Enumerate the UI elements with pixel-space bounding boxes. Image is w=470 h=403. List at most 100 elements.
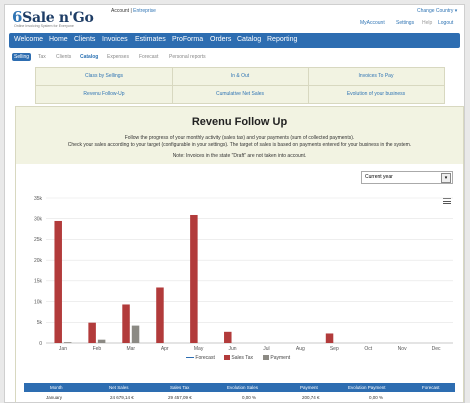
x-tick-label: Jul [263, 346, 269, 352]
legend-item-forecast[interactable]: Forecast [186, 355, 215, 361]
x-tick-label: Mar [126, 346, 135, 352]
subnav-clients[interactable]: Clients [56, 54, 72, 60]
report-revenu-follow-up[interactable]: Revenu Follow-Up [83, 91, 125, 97]
x-tick-label: Jan [59, 346, 67, 352]
nav-home[interactable]: Home [49, 36, 68, 43]
nav-clients[interactable]: Clients [74, 36, 96, 43]
logo-text: Sale n'Go [22, 10, 94, 26]
chart-x-ticks: Jan Feb Mar Apr May Jun Jul Aug Sep Oct Nov Dec [59, 346, 441, 352]
y-tick-label: 20k [34, 258, 43, 264]
forecast-swatch [186, 357, 194, 359]
x-tick-label: Jun [229, 346, 237, 352]
y-tick-label: 5k [37, 320, 43, 326]
y-tick-label: 10k [34, 299, 43, 305]
revenu-follow-up-panel: Revenu Follow Up Follow the progress of … [15, 106, 464, 402]
legend-item-sales-tax[interactable]: Sales Tax [224, 355, 253, 361]
nav-estimates[interactable]: Estimates [135, 36, 166, 43]
report-cumulative-net-sales[interactable]: Cumulative Net Sales [215, 91, 265, 97]
cell-payment: 200,74 € [302, 395, 320, 400]
nav-orders[interactable]: Orders [210, 36, 232, 43]
revenu-chart: 0 5k 10k 15k 20k 25k 30k 35k Jan Feb Mar Apr May Jun… [34, 196, 453, 352]
nav-catalog[interactable]: Catalog [237, 36, 262, 43]
report-invoices-to-pay[interactable]: Invoices To Pay [358, 73, 394, 79]
y-tick-label: 0 [39, 341, 42, 347]
panel-header [16, 107, 463, 164]
account-plan[interactable]: Entreprise [133, 8, 156, 14]
panel-title: Revenu Follow Up [191, 116, 288, 128]
report-evolution-of-business[interactable]: Evolution of your business [346, 91, 406, 97]
col-evolution-payment: Evolution Payment [348, 385, 386, 390]
table-header: Month Net Sales Sales Tax Evolution Sale… [24, 383, 455, 392]
tagline: Online Invoicing System for Everyone [14, 24, 74, 28]
nav-invoices[interactable]: Invoices [102, 36, 128, 43]
app-window: 6Sale n'Go Online Invoicing System for E… [4, 4, 465, 403]
sales-tax-bar [54, 220, 62, 343]
sales-tax-bar [325, 333, 334, 343]
legend-item-payment[interactable]: Payment [263, 355, 290, 361]
brand-logo[interactable]: 6Sale n'Go [12, 8, 94, 26]
report-class-by-sellings[interactable]: Class by Sellings [84, 73, 124, 79]
y-tick-label: 25k [34, 237, 43, 243]
legend-label: Payment [270, 355, 291, 361]
y-tick-label: 15k [34, 279, 43, 285]
nav-proforma[interactable]: ProForma [172, 36, 204, 43]
subnav-catalog[interactable]: Catalog [80, 54, 99, 60]
sales-tax-bar [156, 287, 164, 343]
payment-swatch [263, 355, 269, 361]
period-select-value: Current year [365, 174, 393, 180]
my-account-link[interactable]: MyAccount [360, 20, 385, 26]
settings-link[interactable]: Settings [396, 20, 415, 26]
sales-tax-bar [224, 331, 232, 343]
legend-label: Sales Tax [231, 355, 253, 361]
sales-tax-swatch [224, 355, 230, 361]
help-link[interactable]: Help [422, 20, 433, 26]
account-separator: | [130, 8, 132, 14]
payment-bar [63, 342, 72, 343]
col-month: Month [50, 385, 63, 390]
subnav-personal-reports[interactable]: Personal reports [169, 54, 206, 60]
chart-grid [46, 197, 453, 344]
report-links-grid: Class by Sellings In & Out Invoices To P… [35, 67, 445, 104]
logout-link[interactable]: Logout [438, 20, 454, 26]
payment-bar [97, 339, 106, 343]
col-forecast: Forecast [422, 385, 440, 390]
x-tick-label: Nov [398, 346, 407, 352]
subnav-forecast[interactable]: Forecast [139, 54, 159, 60]
chart-bars [54, 214, 334, 343]
col-net-sales: Net Sales [109, 385, 129, 390]
period-select[interactable]: Current year ▾ [361, 171, 453, 184]
y-tick-label: 30k [34, 217, 43, 223]
subnav-tax[interactable]: Tax [38, 54, 46, 60]
account-info: Account | Entreprise [111, 8, 156, 14]
cell-evolution-payment: 0,00 % [369, 395, 384, 400]
header-bar: 6Sale n'Go Online Invoicing System for E… [5, 5, 464, 31]
dropdown-arrow-icon: ▾ [441, 173, 451, 183]
cell-evolution-sales: 0,00 % [242, 395, 257, 400]
logo-mark: 6 [12, 8, 23, 26]
cell-net-sales: 24 679,14 € [110, 395, 134, 400]
subnav-expenses[interactable]: Expenses [107, 54, 129, 60]
x-tick-label: Oct [364, 346, 372, 352]
sales-tax-bar [122, 304, 130, 343]
x-tick-label: Feb [93, 346, 102, 352]
x-tick-label: May [194, 346, 204, 352]
report-in-out[interactable]: In & Out [230, 73, 250, 79]
cell-sales-tax: 29 457,09 € [168, 395, 192, 400]
col-payment: Payment [300, 385, 318, 390]
payment-bar [131, 325, 140, 343]
subnav-selling[interactable]: Selling [12, 53, 32, 61]
legend-label: Forecast [195, 355, 215, 361]
hamburger-icon[interactable] [443, 198, 451, 204]
x-tick-label: Aug [296, 346, 305, 352]
nav-welcome[interactable]: Welcome [14, 36, 44, 43]
cell-month: January [46, 395, 63, 400]
panel-description-2: Check your sales according to your targe… [67, 142, 412, 148]
col-sales-tax: Sales Tax [170, 385, 190, 390]
nav-reporting[interactable]: Reporting [267, 36, 298, 43]
panel-note: Note: Invoices in the state "Draft" are … [172, 153, 307, 159]
chart-y-ticks: 0 5k 10k 15k 20k 25k 30k 35k [34, 196, 43, 347]
x-tick-label: Sep [330, 346, 339, 352]
col-evolution-sales: Evolution Sales [227, 385, 259, 390]
change-country-link[interactable]: Change Country ▾ [417, 8, 458, 14]
x-tick-label: Dec [432, 346, 441, 352]
